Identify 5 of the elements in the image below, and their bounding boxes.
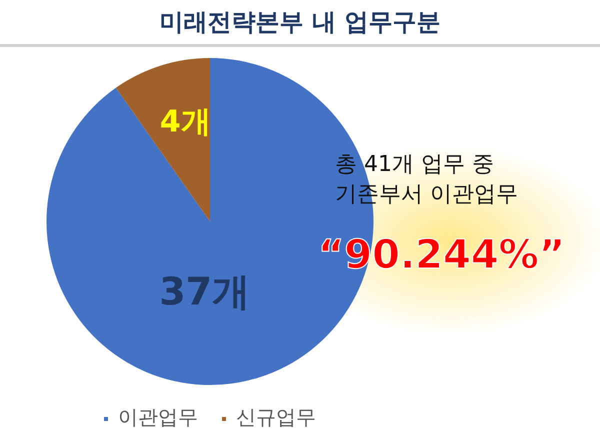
data-label: 37개 — [159, 269, 250, 314]
data-label: 4개 — [160, 104, 211, 140]
legend-label: 이관업무 — [118, 405, 198, 430]
legend-label: 신규업무 — [236, 405, 316, 430]
chart-title: 미래전략본부 내 업무구분 — [158, 7, 442, 38]
